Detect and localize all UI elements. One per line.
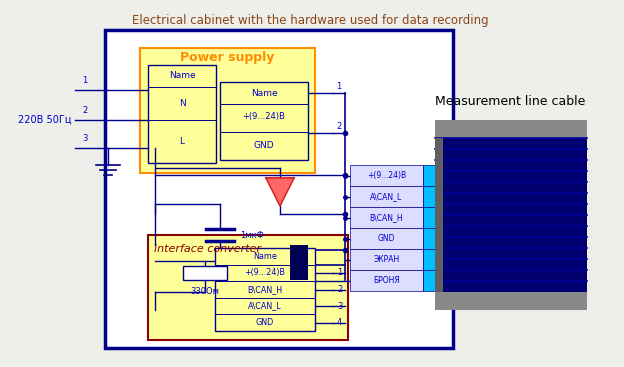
Text: 2: 2 [337, 285, 342, 294]
Bar [423, 249, 435, 270]
Text: Name: Name [168, 72, 195, 80]
Text: Name: Name [253, 252, 277, 261]
Text: БРОНЯ: БРОНЯ [373, 276, 400, 285]
Bar [350, 186, 423, 207]
Text: +(9...24)B: +(9...24)B [243, 113, 285, 121]
Bar [105, 30, 453, 348]
Text: 1: 1 [336, 82, 341, 91]
Bar [435, 138, 587, 292]
Text: A\CAN_L: A\CAN_L [248, 302, 282, 310]
Bar [423, 207, 435, 228]
Text: 1: 1 [337, 268, 342, 277]
Text: 330Ом: 330Ом [190, 287, 220, 296]
Text: 2: 2 [82, 106, 87, 115]
Text: L: L [180, 138, 185, 146]
Text: A\CAN_L: A\CAN_L [371, 192, 402, 201]
Text: GND: GND [256, 318, 274, 327]
Bar [220, 82, 308, 160]
Text: 220B 50Гц: 220B 50Гц [18, 115, 72, 125]
Bar [148, 65, 216, 163]
Bar [148, 235, 348, 340]
Bar [423, 186, 435, 207]
Polygon shape [266, 178, 294, 206]
Bar [423, 270, 435, 291]
Text: 3: 3 [82, 134, 88, 143]
Text: 1: 1 [82, 76, 87, 85]
Text: GND: GND [254, 142, 275, 150]
Bar [350, 270, 423, 291]
Text: 4: 4 [337, 318, 342, 327]
Bar [435, 292, 587, 310]
Text: GND: GND [378, 234, 395, 243]
Text: 1мкФ: 1мкФ [240, 230, 264, 240]
Text: Power supply: Power supply [180, 51, 275, 63]
Text: +(9...24)B: +(9...24)B [245, 268, 286, 277]
Bar [140, 48, 315, 173]
Text: 3: 3 [337, 302, 343, 310]
Bar [423, 165, 435, 186]
Bar [435, 120, 587, 138]
Bar [183, 266, 227, 280]
Text: B\CAN_H: B\CAN_H [248, 285, 283, 294]
Bar [350, 228, 423, 249]
Bar [423, 228, 435, 249]
Bar [215, 248, 315, 331]
Text: B\CAN_H: B\CAN_H [369, 213, 403, 222]
Text: +(9...24)B: +(9...24)B [367, 171, 406, 180]
Text: Measurement line cable: Measurement line cable [435, 95, 585, 108]
Bar [350, 249, 423, 270]
Bar [435, 138, 443, 292]
Text: N: N [178, 98, 185, 108]
Text: 2: 2 [336, 122, 341, 131]
Bar [290, 245, 308, 280]
Text: Electrical cabinet with the hardware used for data recording: Electrical cabinet with the hardware use… [132, 14, 489, 27]
Text: ЭКРАН: ЭКРАН [373, 255, 399, 264]
Text: interface converter: interface converter [154, 244, 261, 254]
Text: Name: Name [251, 88, 277, 98]
Bar [350, 207, 423, 228]
Bar [350, 165, 423, 186]
